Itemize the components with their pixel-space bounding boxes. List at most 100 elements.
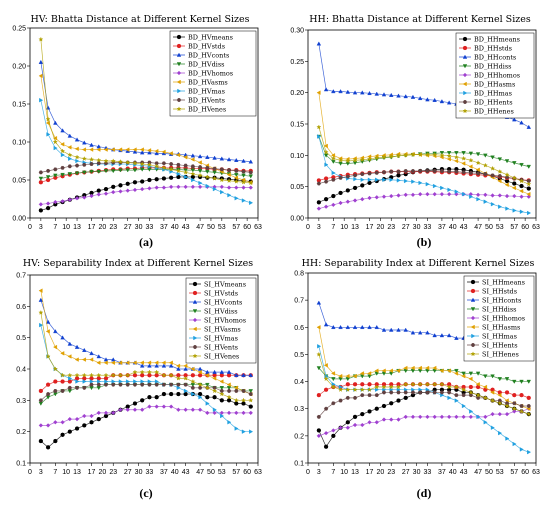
data-point: [468, 157, 474, 163]
data-point: [323, 444, 329, 449]
data-point: [316, 415, 321, 419]
data-point: [446, 156, 451, 162]
legend-label: BD_HHstds: [474, 44, 512, 52]
x-tick-label: 0: [28, 224, 32, 231]
data-point: [67, 133, 73, 138]
data-point: [205, 369, 210, 374]
data-point: [45, 382, 51, 387]
data-point: [418, 390, 423, 395]
data-point: [519, 188, 524, 194]
data-point: [241, 173, 246, 178]
data-point: [53, 199, 58, 205]
data-point: [475, 167, 480, 172]
data-point: [75, 158, 80, 164]
data-point: [425, 365, 430, 371]
data-point: [234, 196, 239, 201]
data-point: [381, 417, 387, 422]
y-tick-label: 0.8: [294, 271, 304, 278]
data-point: [511, 175, 517, 181]
data-point: [381, 194, 387, 199]
data-point: [89, 413, 94, 419]
data-point: [154, 185, 159, 190]
data-point: [96, 188, 101, 193]
data-point: [53, 344, 58, 350]
data-point: [75, 379, 80, 384]
legend-marker: [193, 335, 198, 341]
x-tick-label: 57: [232, 224, 240, 231]
data-point: [154, 379, 159, 384]
series-line: [318, 367, 529, 382]
data-point: [118, 360, 123, 365]
x-tick-label: 50: [485, 224, 493, 231]
data-point: [38, 59, 44, 64]
legend: SI_HVmeansSI_HVstdsSI_HVcontsSI_HVdissSI…: [185, 277, 257, 364]
data-point: [103, 191, 109, 196]
data-point: [410, 365, 415, 371]
data-point: [432, 152, 438, 157]
y-tick-label: 0.7: [16, 273, 26, 280]
data-point: [132, 149, 138, 154]
data-point: [205, 395, 210, 400]
data-point: [338, 324, 343, 330]
x-tick-label: 60: [243, 224, 251, 231]
data-point: [147, 177, 152, 183]
data-point: [439, 169, 445, 173]
y-tick-label: 0.15: [12, 102, 26, 109]
data-point: [249, 200, 254, 206]
data-point: [205, 382, 210, 387]
data-point: [352, 414, 358, 420]
data-point: [45, 169, 51, 173]
x-tick-label: 37: [438, 469, 446, 476]
data-point: [161, 165, 167, 171]
data-point: [366, 387, 373, 392]
legend-marker: [192, 345, 198, 349]
data-point: [147, 167, 152, 172]
legend-marker: [462, 108, 468, 114]
data-point: [168, 372, 174, 378]
data-point: [389, 417, 394, 422]
data-point: [483, 153, 488, 158]
x-tick-label: 57: [510, 469, 518, 476]
data-point: [234, 401, 239, 406]
data-point: [526, 404, 531, 408]
data-point: [89, 351, 94, 356]
data-point: [68, 156, 73, 161]
data-point: [118, 168, 123, 173]
data-point: [176, 162, 181, 167]
data-point: [453, 384, 459, 390]
data-point: [338, 425, 343, 430]
data-point: [204, 385, 210, 390]
data-point: [161, 161, 167, 166]
data-point: [60, 172, 65, 177]
legend-label: SI_HHasms: [482, 323, 520, 331]
data-point: [331, 193, 336, 199]
data-point: [74, 372, 80, 378]
data-point: [447, 390, 452, 395]
data-point: [234, 185, 239, 190]
data-point: [417, 330, 423, 335]
data-point: [454, 368, 459, 374]
data-point: [176, 171, 181, 177]
data-point: [154, 395, 159, 400]
data-point: [168, 404, 174, 409]
data-point: [205, 169, 210, 174]
data-point: [118, 379, 123, 384]
data-point: [468, 414, 474, 420]
data-point: [396, 169, 401, 174]
data-point: [205, 165, 210, 170]
data-point: [367, 371, 372, 376]
data-point: [403, 327, 408, 332]
data-point: [38, 73, 43, 79]
data-point: [74, 171, 80, 176]
legend-marker: [192, 317, 198, 323]
data-point: [389, 193, 394, 199]
legend-label: SI_HVmas: [204, 334, 238, 342]
data-point: [183, 163, 188, 168]
data-point: [410, 381, 416, 387]
data-point: [490, 165, 496, 171]
data-point: [103, 360, 108, 365]
data-point: [461, 191, 466, 197]
data-point: [519, 183, 524, 189]
data-point: [360, 197, 365, 202]
data-point: [439, 333, 445, 338]
